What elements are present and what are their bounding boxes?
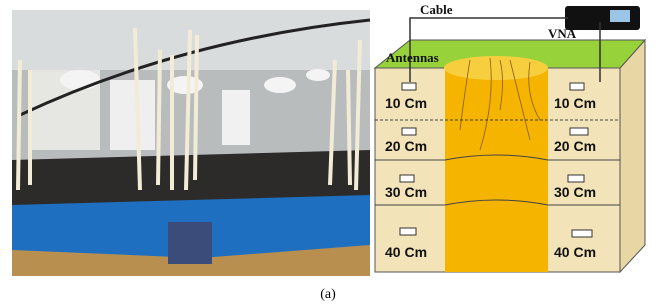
depth-label: 30 Cm bbox=[385, 184, 427, 200]
photo bbox=[12, 10, 370, 276]
lamp bbox=[264, 77, 296, 93]
lamp bbox=[60, 70, 100, 90]
vna-label: VNA bbox=[548, 26, 577, 41]
antennas-label: Antennas bbox=[386, 50, 439, 65]
depth-label: 10 Cm bbox=[554, 95, 596, 111]
depth-label: 40 Cm bbox=[554, 244, 596, 260]
cabinet bbox=[222, 90, 250, 145]
figure: Cable VNA Antennas 10 Cm20 Cm30 Cm40 Cm … bbox=[0, 0, 656, 308]
lamp bbox=[306, 69, 330, 81]
depth-label: 40 Cm bbox=[385, 244, 427, 260]
tank bbox=[110, 80, 155, 150]
caption: (a) bbox=[320, 287, 336, 302]
depth-label: 10 Cm bbox=[385, 95, 427, 111]
datalogger bbox=[168, 222, 212, 264]
depth-label: 20 Cm bbox=[385, 138, 427, 154]
soil-column bbox=[445, 68, 548, 272]
column-top bbox=[444, 56, 548, 80]
box-side bbox=[620, 40, 645, 272]
cable-label: Cable bbox=[420, 2, 453, 17]
vna-screen bbox=[610, 10, 630, 22]
depth-label: 30 Cm bbox=[554, 184, 596, 200]
depth-label: 20 Cm bbox=[554, 138, 596, 154]
